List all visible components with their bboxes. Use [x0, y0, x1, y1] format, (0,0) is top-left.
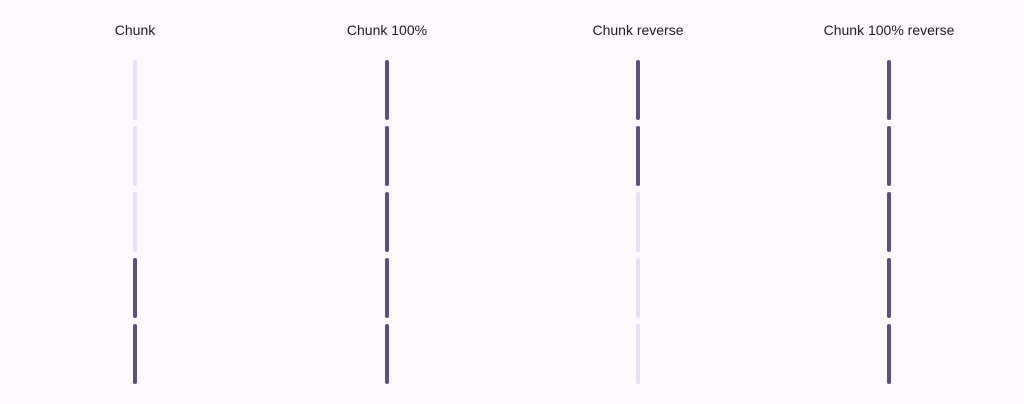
chunk-segment-filled	[133, 258, 137, 318]
indicator-title: Chunk 100%	[346, 22, 428, 38]
chunk-segment-filled	[887, 60, 891, 120]
indicator-title: Chunk	[114, 22, 156, 38]
chunk-segment-empty	[133, 126, 137, 186]
chunk-segment-filled	[887, 258, 891, 318]
chunk-indicator-chunk-100-reverse: Chunk 100% reverse	[789, 0, 989, 404]
chunk-segment-filled	[385, 258, 389, 318]
chunk-track	[385, 60, 389, 384]
chunk-segment-filled	[385, 60, 389, 120]
chunk-segment-filled	[385, 192, 389, 252]
indicator-title: Chunk reverse	[592, 22, 684, 38]
chunk-track	[636, 60, 640, 384]
chunk-indicator-chunk: Chunk	[35, 0, 235, 404]
chunk-segment-filled	[636, 126, 640, 186]
chunk-segment-filled	[133, 324, 137, 384]
chunk-segment-filled	[887, 324, 891, 384]
chunk-segment-filled	[887, 192, 891, 252]
chunk-segment-filled	[887, 126, 891, 186]
chunk-indicator-chunk-100: Chunk 100%	[287, 0, 487, 404]
indicator-title: Chunk 100% reverse	[823, 22, 955, 38]
chunk-track	[133, 60, 137, 384]
chunk-segment-empty	[636, 258, 640, 318]
chunk-segment-filled	[385, 324, 389, 384]
chunk-track	[887, 60, 891, 384]
chunk-segment-empty	[636, 324, 640, 384]
chunk-indicator-chunk-reverse: Chunk reverse	[538, 0, 738, 404]
chunk-segment-filled	[385, 126, 389, 186]
chunk-segment-empty	[636, 192, 640, 252]
chunk-segment-filled	[636, 60, 640, 120]
chunk-segment-empty	[133, 60, 137, 120]
chunk-segment-empty	[133, 192, 137, 252]
